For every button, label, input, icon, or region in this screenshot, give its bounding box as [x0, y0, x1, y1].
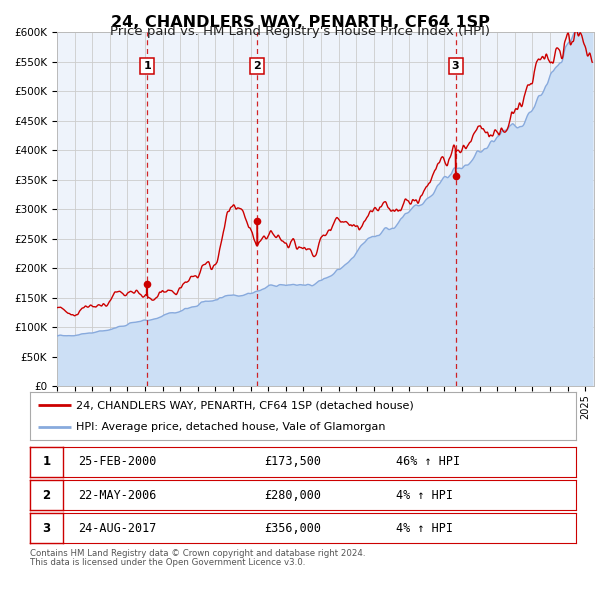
Text: 1: 1: [143, 61, 151, 71]
Text: 25-FEB-2000: 25-FEB-2000: [78, 455, 157, 468]
Text: 3: 3: [452, 61, 460, 71]
Text: HPI: Average price, detached house, Vale of Glamorgan: HPI: Average price, detached house, Vale…: [76, 422, 386, 432]
Text: 46% ↑ HPI: 46% ↑ HPI: [396, 455, 460, 468]
Text: 2: 2: [43, 489, 50, 502]
Text: 4% ↑ HPI: 4% ↑ HPI: [396, 522, 453, 535]
Text: £280,000: £280,000: [264, 489, 321, 502]
Text: £173,500: £173,500: [264, 455, 321, 468]
Text: Price paid vs. HM Land Registry's House Price Index (HPI): Price paid vs. HM Land Registry's House …: [110, 25, 490, 38]
Text: 4% ↑ HPI: 4% ↑ HPI: [396, 489, 453, 502]
Text: This data is licensed under the Open Government Licence v3.0.: This data is licensed under the Open Gov…: [30, 558, 305, 566]
Text: 24-AUG-2017: 24-AUG-2017: [78, 522, 157, 535]
Text: 1: 1: [43, 455, 50, 468]
Text: £356,000: £356,000: [264, 522, 321, 535]
Text: 24, CHANDLERS WAY, PENARTH, CF64 1SP (detached house): 24, CHANDLERS WAY, PENARTH, CF64 1SP (de…: [76, 400, 414, 410]
Text: 24, CHANDLERS WAY, PENARTH, CF64 1SP: 24, CHANDLERS WAY, PENARTH, CF64 1SP: [110, 15, 490, 30]
Text: 22-MAY-2006: 22-MAY-2006: [78, 489, 157, 502]
Text: Contains HM Land Registry data © Crown copyright and database right 2024.: Contains HM Land Registry data © Crown c…: [30, 549, 365, 558]
Text: 3: 3: [43, 522, 50, 535]
Text: 2: 2: [253, 61, 261, 71]
